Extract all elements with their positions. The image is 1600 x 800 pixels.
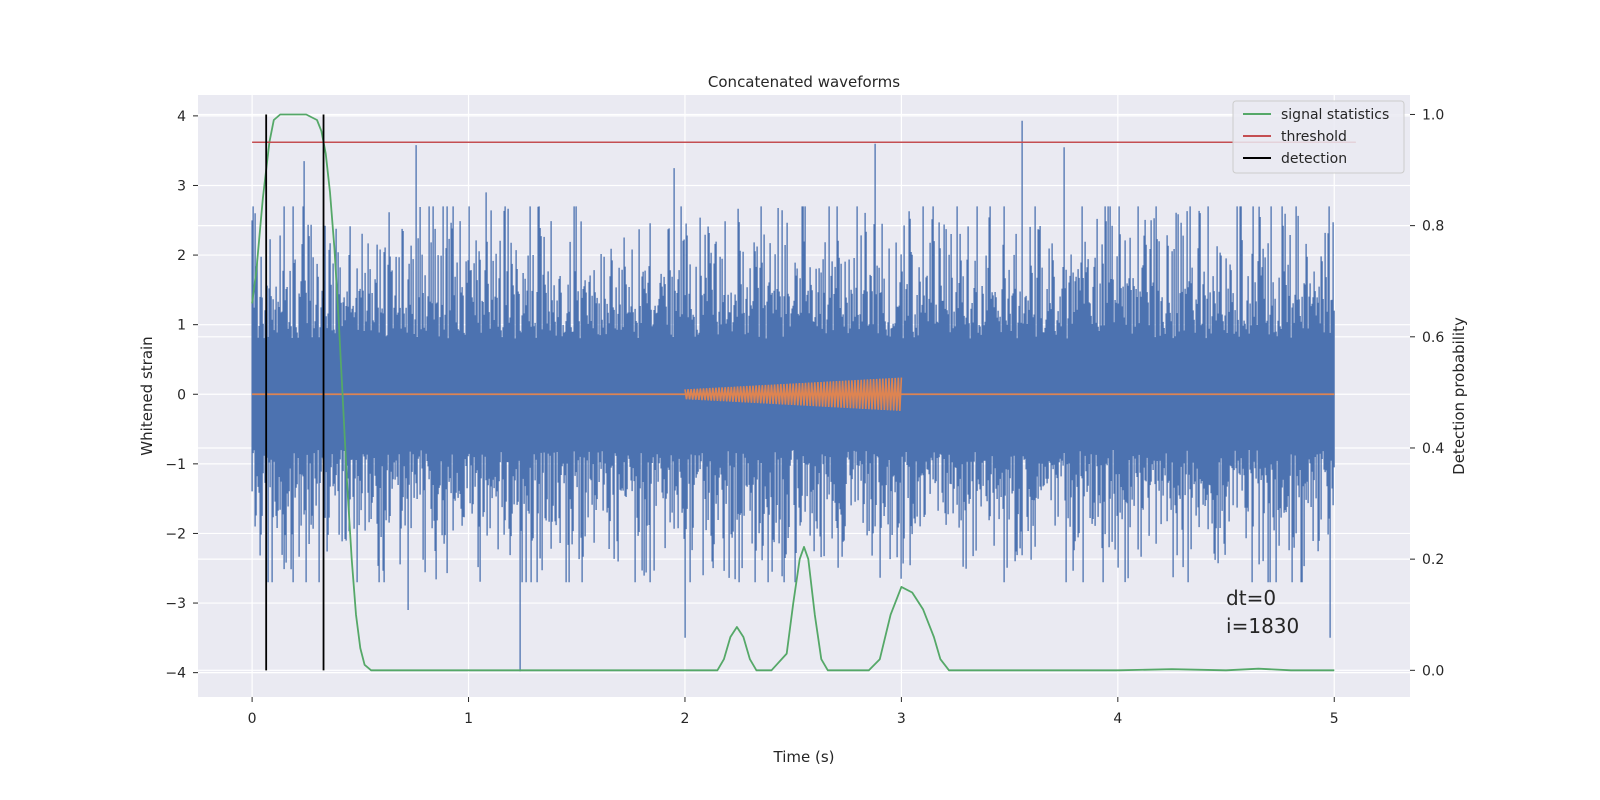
y-tick-label: −3 [165, 596, 186, 612]
x-axis: 0 1 2 3 4 5 [248, 697, 1339, 727]
y-tick-label: 2 [177, 248, 186, 264]
y-right-tick-label: 0.6 [1422, 330, 1444, 346]
y-axis-left: 4 3 2 1 0 −1 −2 −3 −4 [165, 109, 198, 682]
y-right-tick-label: 1.0 [1422, 107, 1444, 123]
y-axis-label: Whitened strain [138, 336, 156, 455]
x-tick-label: 4 [1113, 711, 1122, 727]
y-tick-label: 0 [177, 387, 186, 403]
y-tick-label: −1 [165, 457, 186, 473]
y-axis-right-label: Detection probability [1450, 317, 1468, 475]
y-axis-right: 1.0 0.8 0.6 0.4 0.2 0.0 [1410, 107, 1444, 679]
legend-label-threshold: threshold [1281, 129, 1347, 145]
legend-label-signal-statistics: signal statistics [1281, 107, 1389, 123]
annotation-dt: dt=0 [1226, 586, 1276, 610]
annotation: dt=0 i=1830 [1226, 586, 1299, 638]
legend: signal statistics threshold detection [1232, 100, 1405, 174]
legend-box [1232, 100, 1405, 174]
y-tick-label: 4 [177, 109, 186, 125]
y-tick-label: −4 [165, 666, 186, 682]
legend-label-detection: detection [1281, 151, 1347, 167]
y-right-tick-label: 0.0 [1422, 663, 1444, 679]
injection-chirp [684, 377, 903, 411]
y-tick-label: 3 [177, 178, 186, 194]
x-tick-label: 0 [248, 711, 257, 727]
annotation-index: i=1830 [1226, 614, 1299, 638]
chart-title: Concatenated waveforms [708, 73, 900, 91]
x-tick-label: 2 [681, 711, 690, 727]
signal-statistics-line [251, 113, 1335, 672]
y-right-tick-label: 0.4 [1422, 441, 1444, 457]
x-tick-label: 1 [464, 711, 473, 727]
y-right-tick-label: 0.2 [1422, 552, 1444, 568]
y-right-tick-label: 0.8 [1422, 219, 1444, 235]
y-tick-label: −2 [165, 526, 186, 542]
injection-series [252, 377, 1335, 411]
x-tick-label: 3 [897, 711, 906, 727]
signal-statistics-series [251, 113, 1356, 672]
x-axis-label: Time (s) [773, 748, 835, 766]
y-tick-label: 1 [177, 318, 186, 334]
x-tick-label: 5 [1330, 711, 1339, 727]
